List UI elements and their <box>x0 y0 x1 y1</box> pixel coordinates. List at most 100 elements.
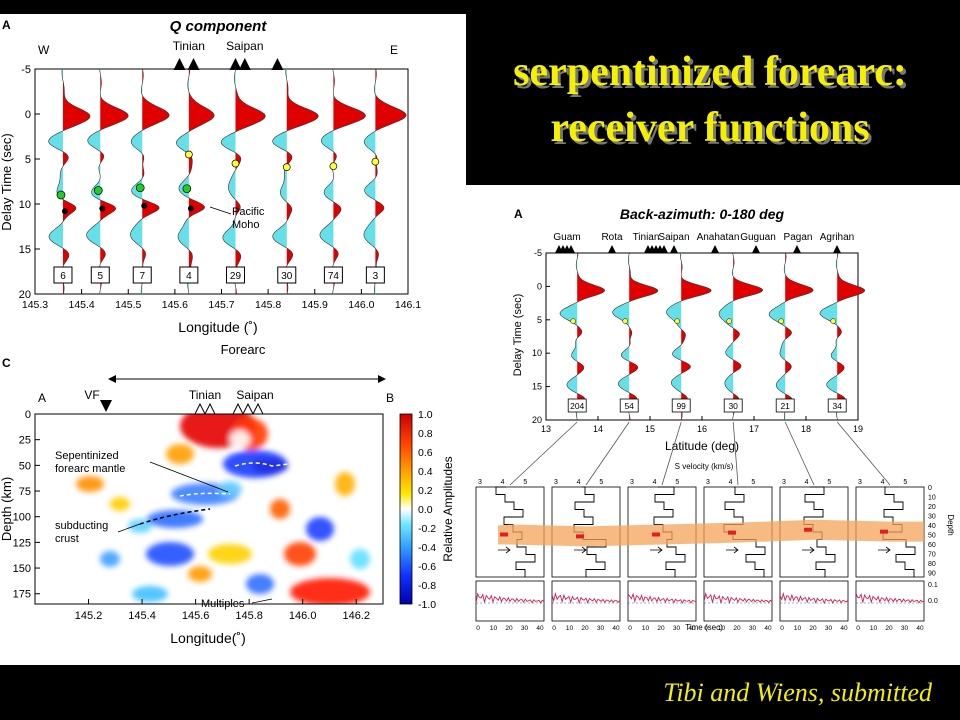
panel-a-x-tick-label: 145.7 <box>208 299 234 311</box>
panel-b-x-tick-label: 19 <box>853 424 863 434</box>
panel-a-letter: A <box>2 18 11 32</box>
panel-a-x-tick-label: 145.4 <box>68 299 94 311</box>
velocity-tick-label: 3 <box>478 479 482 486</box>
panel-a-x-tick-label: 145.9 <box>302 299 328 311</box>
lat-station-triangle <box>567 245 575 253</box>
moho-depth-marker <box>500 532 508 537</box>
moho-depth-band <box>498 519 924 547</box>
time-tick-label: 20 <box>809 625 817 632</box>
time-tick-label: 10 <box>490 625 498 632</box>
heatmap-blob <box>284 542 316 566</box>
moho-arrival-point <box>99 205 106 212</box>
trace-count-box <box>179 266 199 284</box>
trace-2-negative-fill <box>86 69 101 294</box>
heatmap-blob <box>166 444 194 464</box>
lat-trace-3-negative-fill <box>666 253 682 420</box>
trace-count-label: 6 <box>60 271 66 282</box>
time-tick-label: 40 <box>612 625 620 632</box>
panel-b-x-tick-label: 16 <box>697 424 707 434</box>
trace-4-positive-fill <box>188 69 215 294</box>
lat-trace-3-positive-fill <box>681 253 712 420</box>
section-station-saipan: Saipan <box>236 388 273 402</box>
interface-dashed-white-2 <box>179 492 231 497</box>
moho-arrival-point <box>187 205 194 212</box>
misfit-trace <box>627 592 697 604</box>
heatmap-blob <box>146 542 194 566</box>
panel-b-y-tick-label: 10 <box>532 348 542 358</box>
yellow-arrival-point <box>282 163 291 171</box>
right-figure: A Back-azimuth: 0-180 deg Guam Rota Tinian Sa… <box>466 185 960 665</box>
panel-c-x-tick-label: 146.0 <box>289 610 317 622</box>
lat-station-label-guguan: Guguan <box>740 232 776 243</box>
connector-line <box>836 421 891 486</box>
velocity-tick-label: 5 <box>599 479 603 486</box>
panel-b-x-tick-label: 14 <box>593 424 603 434</box>
trace-8-positive-fill <box>375 69 407 294</box>
velocity-tick-label: 5 <box>827 479 831 486</box>
vf-label: VF <box>84 388 99 402</box>
heatmap-blob <box>110 497 130 511</box>
trace-3-positive-fill <box>142 69 170 294</box>
annotation-serpentinized: Sepentinized <box>55 450 119 462</box>
section-b-label: B <box>386 391 394 405</box>
velocity-tick-label: 4 <box>729 479 733 486</box>
moho-arrow <box>574 546 587 554</box>
lat-trace-5-negative-fill <box>769 253 786 420</box>
moho-arrival-point <box>61 208 68 215</box>
lat-station-triangle <box>752 245 760 253</box>
heatmap-blob <box>100 551 120 567</box>
trace-6-line <box>272 68 319 295</box>
lat-station-triangle <box>793 245 801 253</box>
trace-1-line <box>48 68 91 295</box>
panel-b-y-tick-label: 20 <box>532 415 542 425</box>
depth-tick-label: 10 <box>928 495 936 502</box>
colorbar-tick-label: 0.4 <box>418 466 433 478</box>
annotation-serpentinized-pointer <box>149 461 229 493</box>
lat-trace-5 <box>768 252 814 421</box>
annotation-subducting-crust: subducting <box>55 520 108 532</box>
lat-trace-2-line <box>612 252 659 420</box>
velocity-tick-label: 4 <box>881 479 885 486</box>
time-tick-label: 30 <box>825 625 833 632</box>
panel-b-y-tick-label: -5 <box>534 248 542 258</box>
panel-b-frame <box>545 252 859 421</box>
station-triangle <box>229 58 242 70</box>
panel-c-x-label: Longitude(˚) <box>170 630 246 646</box>
trace-count-box <box>90 266 110 284</box>
panel-c-y-tick-label: 75 <box>19 486 31 498</box>
lat-count-label: 54 <box>624 401 634 411</box>
panel-c-y-tick-label: 50 <box>19 460 31 472</box>
lat-yellow-point <box>622 318 628 324</box>
panel-c-y-tick-label: 150 <box>13 563 31 575</box>
lat-station-triangle <box>660 245 668 253</box>
time-tick-label: 10 <box>718 625 726 632</box>
depth-tick-label: 30 <box>928 514 936 521</box>
right-figure-svg: A Back-azimuth: 0-180 deg Guam Rota TinianSa… <box>475 206 955 632</box>
moho-depth-marker <box>652 532 660 537</box>
misfit-trace <box>855 592 925 604</box>
trace-6 <box>272 68 319 295</box>
heatmap-blob <box>270 499 290 519</box>
trace-6-positive-fill <box>286 69 319 294</box>
depth-tick-label: 40 <box>928 523 936 530</box>
panel-c-x-tick-label: 145.4 <box>128 610 156 622</box>
time-tick-label: 30 <box>749 625 757 632</box>
lat-yellow-point <box>674 318 680 324</box>
velocity-tick-label: 4 <box>653 479 657 486</box>
depth-tick-label: 90 <box>928 571 936 578</box>
yellow-arrival-point <box>371 157 380 166</box>
station-triangle <box>187 58 200 70</box>
moho-depth-marker <box>880 529 888 534</box>
heatmap-blob <box>188 566 212 582</box>
time-tick-label: 0 <box>476 625 480 632</box>
heatmap-blob <box>335 472 355 496</box>
heatmap-blob <box>132 586 168 602</box>
station-triangle <box>238 58 251 70</box>
trace-3-line <box>130 68 170 295</box>
panel-a-x-tick-label: 145.8 <box>255 299 281 311</box>
misfit-frame <box>855 580 925 622</box>
annotation-multiples: Multiples <box>201 598 245 610</box>
time-tick-label: 30 <box>673 625 681 632</box>
time-tick-label: 20 <box>505 625 513 632</box>
